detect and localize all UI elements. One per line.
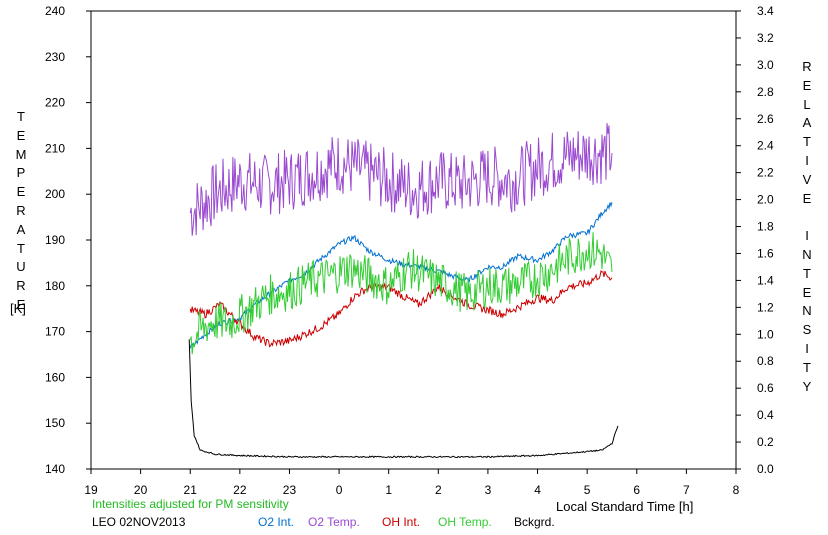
right-tick-label: 2.8 <box>757 85 774 99</box>
left-axis: 140 150 160 170 180 190 200 210 220 230 240 <box>45 4 91 476</box>
station-text: LEO 02NOV2013 <box>92 515 186 529</box>
left-axis-label-char: A <box>16 221 26 237</box>
right-tick-label: 3.2 <box>757 31 774 45</box>
right-axis-label-char: V <box>802 171 812 187</box>
right-tick-label: 1.6 <box>757 246 774 260</box>
plot-frame <box>90 10 737 470</box>
right-tick-label: 0.6 <box>757 381 774 395</box>
x-tick-label: 23 <box>283 483 297 497</box>
x-tick-label: 4 <box>534 483 541 497</box>
left-axis-label-char: R <box>16 202 26 218</box>
right-tick-label: 2.0 <box>757 193 774 207</box>
series-layer <box>188 123 619 459</box>
right-axis-label-char: T <box>803 359 811 375</box>
right-tick-label: 3.0 <box>757 58 774 72</box>
series-line-oh_int <box>189 269 613 348</box>
x-tick-label: 19 <box>84 483 98 497</box>
right-axis-label-char: I <box>805 228 809 244</box>
x-axis: 19 20 21 22 23 0 1 2 3 4 5 6 7 8 <box>84 469 740 497</box>
legend-oh-int: OH Int. <box>382 515 421 529</box>
left-axis-unit: [K] <box>10 301 26 316</box>
right-tick-label: 2.2 <box>757 166 774 180</box>
series-line-bckgrd <box>188 339 619 459</box>
right-tick-label: 2.4 <box>757 139 774 153</box>
right-axis-label-char: N <box>802 303 812 319</box>
x-tick-label: 3 <box>485 483 492 497</box>
x-tick-label: 7 <box>683 483 690 497</box>
x-tick-label: 5 <box>584 483 591 497</box>
left-tick-label: 220 <box>45 96 65 110</box>
right-tick-label: 1.0 <box>757 327 774 341</box>
right-tick-label: 2.6 <box>757 112 774 126</box>
right-axis-label-char: L <box>803 96 811 112</box>
right-axis-label-char: T <box>803 134 811 150</box>
left-tick-label: 180 <box>45 279 65 293</box>
right-tick-label: 1.4 <box>757 273 774 287</box>
right-axis-label-char: A <box>802 115 812 131</box>
left-axis-label-char: E <box>16 127 26 143</box>
left-tick-label: 200 <box>45 187 65 201</box>
right-axis-label-char: Y <box>802 378 812 394</box>
left-axis-label-char: P <box>16 165 26 181</box>
series-line-o2_temp <box>189 123 613 236</box>
legend-o2-temp: O2 Temp. <box>308 515 360 529</box>
right-axis-label-char: E <box>802 190 812 206</box>
left-tick-label: 210 <box>45 141 65 155</box>
x-tick-label: 21 <box>184 483 198 497</box>
left-axis-label-char: E <box>16 184 26 200</box>
right-tick-label: 0.4 <box>757 408 774 422</box>
right-axis-label-char: S <box>802 322 812 338</box>
right-tick-label: 1.2 <box>757 300 774 314</box>
x-tick-label: 1 <box>385 483 392 497</box>
right-axis-label-char: T <box>803 265 811 281</box>
series-line-oh_temp <box>189 232 613 355</box>
legend-o2-int: O2 Int. <box>258 515 295 529</box>
left-tick-label: 240 <box>45 4 65 18</box>
x-tick-label: 20 <box>134 483 148 497</box>
right-axis-label-char: I <box>805 340 809 356</box>
x-tick-label: 22 <box>233 483 247 497</box>
left-axis-label-char: M <box>15 146 27 162</box>
left-tick-label: 230 <box>45 50 65 64</box>
right-tick-label: 3.4 <box>757 4 774 18</box>
left-axis-label-char: R <box>16 278 26 294</box>
left-tick-label: 140 <box>45 462 65 476</box>
left-axis-label-char: E <box>16 296 26 312</box>
left-axis-label-char: T <box>17 240 25 256</box>
legend-oh-temp: OH Temp. <box>438 515 492 529</box>
note-text: Intensities adjusted for PM sensitivity <box>92 497 289 511</box>
right-axis-label-char: E <box>802 77 812 93</box>
left-axis-label-char: U <box>16 259 26 275</box>
right-tick-label: 1.8 <box>757 220 774 234</box>
legend-bckgrd: Bckgrd. <box>514 515 555 529</box>
right-tick-label: 0.8 <box>757 354 774 368</box>
x-tick-label: 8 <box>733 483 740 497</box>
x-tick-label: 0 <box>336 483 343 497</box>
x-tick-label: 6 <box>633 483 640 497</box>
x-axis-label: Local Standard Time [h] <box>556 499 694 514</box>
left-tick-label: 160 <box>45 370 65 384</box>
right-axis-label-char: R <box>802 59 812 74</box>
left-tick-label: 190 <box>45 233 65 247</box>
right-axis-label-char: N <box>802 246 812 262</box>
right-axis: 0.0 0.2 0.4 0.6 0.8 1.0 1.2 1.4 1.6 1.8 2.0 2.2 2.4 2… <box>736 4 774 476</box>
right-tick-label: 0.0 <box>757 462 774 476</box>
left-axis-label-char: T <box>17 109 25 124</box>
right-axis-label-char <box>800 208 814 227</box>
left-tick-label: 150 <box>45 416 65 430</box>
right-tick-label: 0.2 <box>757 435 774 449</box>
right-axis-label-char: I <box>805 152 809 168</box>
left-tick-label: 170 <box>45 325 65 339</box>
right-axis-label-char: E <box>802 284 812 300</box>
x-tick-label: 2 <box>435 483 442 497</box>
series-line-o2_int <box>189 202 613 349</box>
